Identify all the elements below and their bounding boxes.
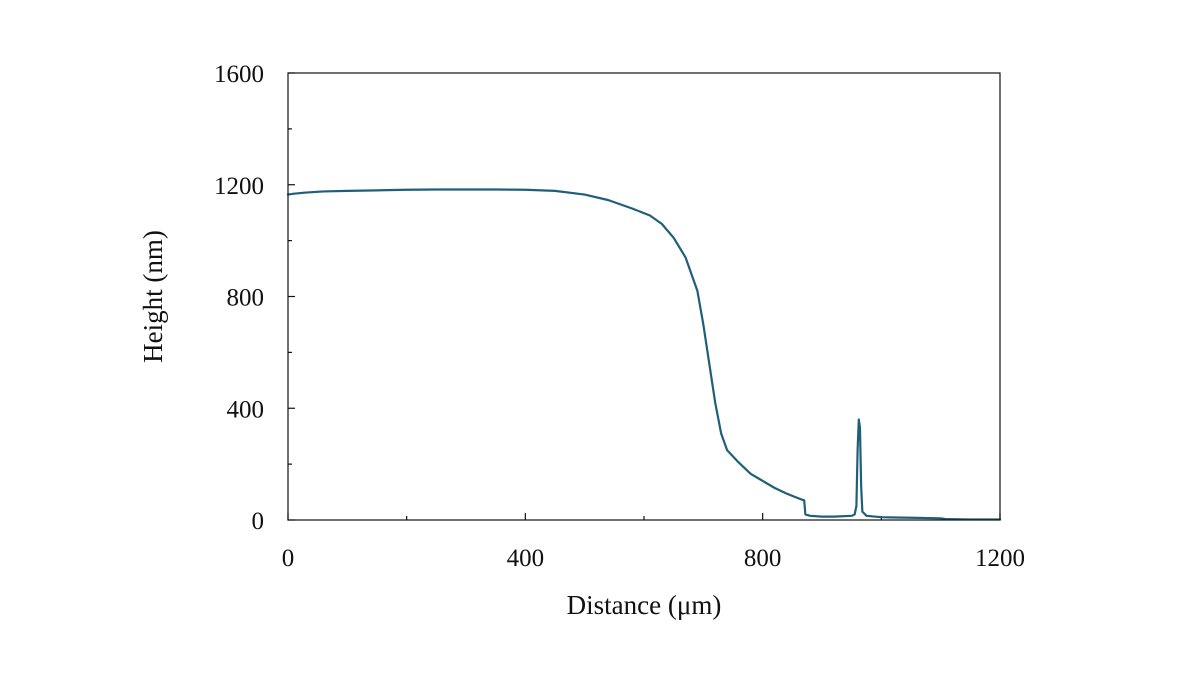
x-tick-label: 800 — [744, 545, 782, 572]
y-tick-label: 800 — [227, 285, 265, 312]
x-tick-label: 400 — [507, 545, 545, 572]
y-tick-label: 1600 — [214, 61, 264, 88]
y-tick-label: 1200 — [214, 173, 264, 200]
x-tick-label: 0 — [282, 545, 295, 572]
series-line-height — [286, 188, 1002, 521]
y-axis-title: Height (nm) — [138, 230, 168, 363]
y-tick-label: 400 — [227, 396, 265, 423]
x-axis-title: Distance (μm) — [567, 590, 722, 620]
y-tick-label: 0 — [252, 508, 265, 535]
x-tick-label: 1200 — [975, 545, 1025, 572]
tick-labels: 0 400 800 1200 0 400 800 1200 1600 — [214, 61, 1025, 572]
plot-frame — [287, 72, 1001, 521]
